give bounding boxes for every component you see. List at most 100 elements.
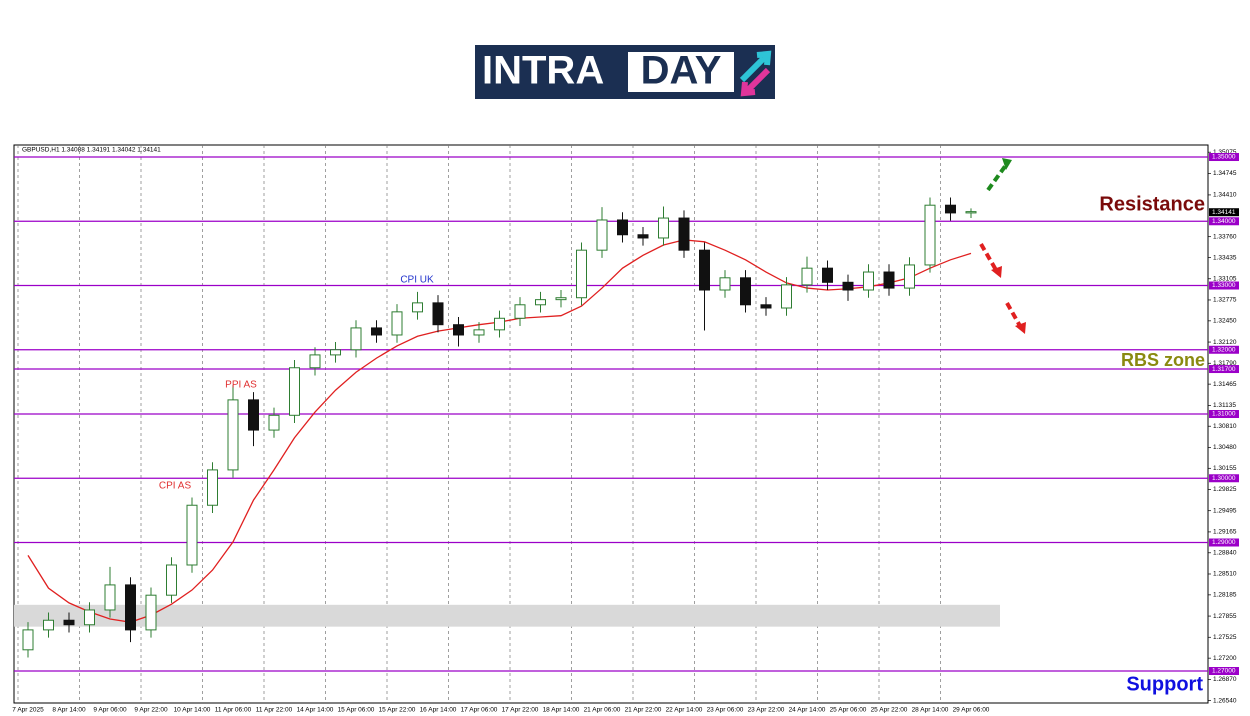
y-tick-label: 1.34745 [1213,170,1237,177]
current-price-tag [1209,208,1239,217]
y-tick-label: 1.30155 [1213,465,1237,472]
x-tick-label: 21 Apr 06:00 [584,707,621,714]
candle-body [719,277,731,291]
candle-body [268,414,280,431]
candle-body [822,267,833,283]
level-tag [1209,667,1239,676]
y-tick-label: 1.31465 [1213,381,1237,388]
y-tick-label: 1.31790 [1213,360,1237,367]
level-tag [1209,345,1239,354]
candle-body [699,249,710,291]
level-tag [1209,410,1239,419]
candle-body [166,564,177,596]
logo-right: DAY [641,49,722,93]
y-tick-label: 1.32775 [1213,297,1237,304]
candle-body [207,469,218,506]
candle-body [432,302,444,326]
arrow-head [1002,158,1012,170]
candle-body [227,399,239,471]
candle-body [412,302,423,313]
candle-body [842,281,854,291]
y-tick-label: 1.28510 [1213,571,1237,578]
x-tick-label: 18 Apr 14:00 [543,707,580,714]
candle-body [924,204,936,266]
candle-body [617,219,628,236]
y-tick-label: 1.27855 [1213,613,1237,620]
x-tick-label: 21 Apr 22:00 [625,707,662,714]
arrow-head [991,266,1002,278]
y-tick-label: 1.35075 [1213,149,1237,156]
y-tick-label: 1.26540 [1213,697,1237,704]
candle-body [658,217,669,239]
y-tick-label: 1.30480 [1213,444,1237,451]
zone [14,604,1000,627]
x-tick-label: 22 Apr 14:00 [666,707,703,714]
level-tag [1209,474,1239,483]
annotation: PPI AS [225,380,257,391]
arrow-up [986,163,1008,192]
level-label: 1.31000 [1212,411,1236,418]
candle-body [289,367,300,416]
candle-body [473,329,485,336]
candle-body [248,399,259,431]
y-tick-label: 1.29825 [1213,486,1237,493]
x-tick-label: 23 Apr 06:00 [707,707,744,714]
level-tag [1209,281,1239,290]
y-tick-label: 1.26870 [1213,676,1237,683]
arrow-down [979,243,998,271]
candle-body [965,211,977,214]
candle-body [904,264,915,289]
y-tick-label: 1.29495 [1213,507,1237,514]
candle-body [740,277,751,306]
level-label: 1.33000 [1212,282,1236,289]
logo-box [628,52,734,92]
current-price-label: 1.34141 [1212,209,1236,216]
x-tick-label: 7 Apr 2025 [12,707,44,714]
level-label: 1.30000 [1212,475,1236,482]
level-label: 1.35000 [1212,154,1236,161]
x-tick-label: 17 Apr 22:00 [502,707,539,714]
candle-body [391,311,403,336]
side-label: Resistance [1099,193,1205,215]
chart-header: GBPUSD,H1 1.34088 1.34191 1.34042 1.3414… [22,147,161,154]
candle-body [514,304,526,319]
x-tick-label: 11 Apr 22:00 [256,707,293,714]
x-tick-label: 24 Apr 14:00 [789,707,826,714]
candle-body [801,267,813,286]
x-tick-label: 10 Apr 14:00 [174,707,211,714]
x-tick-label: 28 Apr 14:00 [912,707,949,714]
y-tick-label: 1.32120 [1213,339,1237,346]
x-tick-label: 23 Apr 22:00 [748,707,785,714]
candle-body [186,504,198,566]
candle-body [883,271,895,289]
candle-body [453,324,464,336]
y-tick-label: 1.33760 [1213,233,1237,240]
candle-body [760,304,772,309]
logo: INTRA DAY [475,45,775,99]
candle-body [330,349,341,356]
level-tag [1209,365,1239,374]
y-tick-label: 1.27525 [1213,634,1237,641]
x-tick-label: 14 Apr 14:00 [297,707,334,714]
x-tick-label: 25 Apr 06:00 [830,707,867,714]
candle-body [309,354,321,369]
candle-body [125,584,136,631]
y-tick-label: 1.31135 [1213,402,1236,409]
candle-body [576,249,587,299]
candle-body [84,609,95,626]
candle-body [555,297,567,301]
level-label: 1.32000 [1212,346,1236,353]
arrow-down [1005,302,1022,327]
candle-body [63,619,75,626]
y-tick-label: 1.32450 [1213,318,1237,325]
level-label: 1.29000 [1212,539,1236,546]
x-tick-label: 9 Apr 06:00 [93,707,127,714]
candle-body [781,284,792,309]
y-tick-label: 1.33435 [1213,254,1237,261]
y-tick-label: 1.33105 [1213,275,1237,282]
logo-arrow-up [739,50,772,83]
candle-body [494,317,505,331]
x-tick-label: 29 Apr 06:00 [953,707,990,714]
candle-body [863,271,874,291]
